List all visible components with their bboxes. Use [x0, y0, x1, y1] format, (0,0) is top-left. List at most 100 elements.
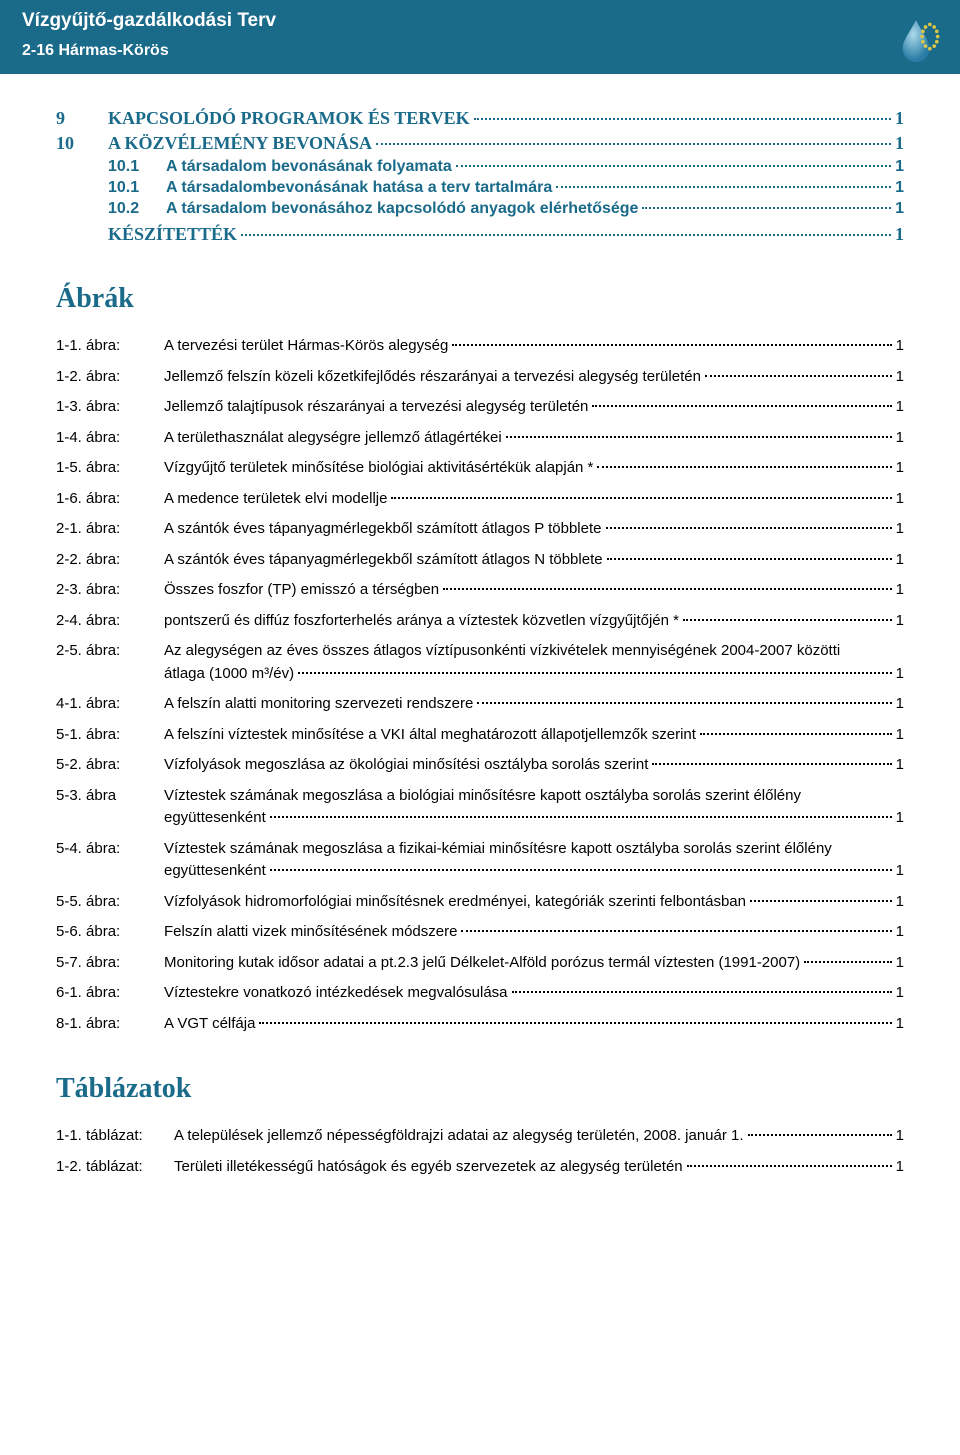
- toc-leader: [391, 497, 891, 499]
- figure-entry[interactable]: 2-4. ábra:pontszerű és diffúz foszforter…: [56, 610, 904, 633]
- figure-entry[interactable]: 2-2. ábra:A szántók éves tápanyagmérlege…: [56, 549, 904, 572]
- toc-h2-number: 10.1: [108, 158, 166, 176]
- page-body: 9KAPCSOLÓDÓ PROGRAMOK ÉS TERVEK110A KÖZV…: [0, 74, 960, 1226]
- figure-page: 1: [896, 807, 904, 830]
- toc-leader: [687, 1165, 892, 1167]
- figure-entry[interactable]: 5-1. ábra:A felszíni víztestek minősítés…: [56, 724, 904, 747]
- tables-heading: Táblázatok: [56, 1073, 904, 1105]
- figure-entry[interactable]: 5-7. ábra:Monitoring kutak idősor adatai…: [56, 952, 904, 975]
- figure-body: A szántók éves tápanyagmérlegekből számí…: [164, 518, 904, 541]
- figure-title: Jellemző felszín közeli kőzetkifejlődés …: [164, 366, 701, 389]
- toc-leader: [461, 930, 891, 932]
- toc-leader: [804, 961, 891, 963]
- toc-leader: [376, 143, 891, 145]
- toc-page-number: 1: [895, 224, 904, 245]
- figure-body: Vízfolyások megoszlása az ökológiai minő…: [164, 754, 904, 777]
- figure-body: Vízgyűjtő területek minősítése biológiai…: [164, 457, 904, 480]
- figure-entry[interactable]: 1-2. ábra:Jellemző felszín közeli kőzetk…: [56, 366, 904, 389]
- figure-entry[interactable]: 2-1. ábra:A szántók éves tápanyagmérlege…: [56, 518, 904, 541]
- figure-page: 1: [896, 396, 904, 419]
- figure-entry[interactable]: 1-5. ábra:Vízgyűjtő területek minősítése…: [56, 457, 904, 480]
- figure-body: A VGT célfája 1: [164, 1013, 904, 1036]
- figure-entry[interactable]: 2-3. ábra:Összes foszfor (TP) emisszó a …: [56, 579, 904, 602]
- toc-h2-row[interactable]: 10.1A társadalom bevonásának folyamata1: [108, 158, 904, 176]
- figure-body: Jellemző felszín közeli kőzetkifejlődés …: [164, 366, 904, 389]
- toc-h2-row[interactable]: 10.1A társadalombevonásának hatása a ter…: [108, 179, 904, 197]
- doc-subtitle: 2-16 Hármas-Körös: [22, 42, 938, 60]
- toc-h2-row[interactable]: 10.2A társadalom bevonásához kapcsolódó …: [108, 200, 904, 218]
- figure-page: 1: [896, 335, 904, 358]
- toc-h2-title: A társadalom bevonásához kapcsolódó anya…: [166, 200, 638, 218]
- figure-body: A felszín alatti monitoring szervezeti r…: [164, 693, 904, 716]
- figure-title: A VGT célfája: [164, 1013, 255, 1036]
- toc-page-number: 1: [895, 133, 904, 154]
- toc-leader: [270, 816, 892, 818]
- figure-title: Felszín alatti vizek minősítésének módsz…: [164, 921, 457, 944]
- figure-entry[interactable]: 5-3. ábraVíztestek számának megoszlása a…: [56, 785, 904, 830]
- figure-body: Az alegységen az éves összes átlagos víz…: [164, 640, 904, 685]
- figure-body: Jellemző talajtípusok részarányai a terv…: [164, 396, 904, 419]
- figure-body: A szántók éves tápanyagmérlegekből számí…: [164, 549, 904, 572]
- figure-entry[interactable]: 5-4. ábra:Víztestek számának megoszlása …: [56, 838, 904, 883]
- figure-entry[interactable]: 1-1. ábra:A tervezési terület Hármas-Kör…: [56, 335, 904, 358]
- figure-label: 2-2. ábra:: [56, 549, 164, 572]
- figure-page: 1: [896, 579, 904, 602]
- figure-page: 1: [896, 610, 904, 633]
- figure-page: 1: [896, 982, 904, 1005]
- toc-h1-row[interactable]: 10A KÖZVÉLEMÉNY BEVONÁSA1: [56, 133, 904, 154]
- figure-entry[interactable]: 5-2. ábra:Vízfolyások megoszlása az ökol…: [56, 754, 904, 777]
- figure-label: 5-7. ábra:: [56, 952, 164, 975]
- figure-title: A felszíni víztestek minősítése a VKI ál…: [164, 724, 696, 747]
- figure-page: 1: [896, 860, 904, 883]
- figure-label: 1-5. ábra:: [56, 457, 164, 480]
- toc-h1-title: KAPCSOLÓDÓ PROGRAMOK ÉS TERVEK: [108, 108, 470, 129]
- toc-h1-title: KÉSZÍTETTÉK: [108, 224, 237, 245]
- eu-water-drop-icon: [890, 14, 942, 66]
- figure-entry[interactable]: 8-1. ábra:A VGT célfája 1: [56, 1013, 904, 1036]
- toc-leader: [477, 702, 891, 704]
- figure-body: Víztestek számának megoszlása a fizikai-…: [164, 838, 904, 883]
- table-entry[interactable]: 1-1. táblázat:A települések jellemző nép…: [56, 1125, 904, 1148]
- figures-list: 1-1. ábra:A tervezési terület Hármas-Kör…: [56, 335, 904, 1035]
- figure-body: Összes foszfor (TP) emisszó a térségben …: [164, 579, 904, 602]
- toc-h1-row[interactable]: KÉSZÍTETTÉK 1: [56, 224, 904, 245]
- toc-leader: [705, 375, 892, 377]
- table-label: 1-1. táblázat:: [56, 1125, 174, 1148]
- figure-title: A területhasználat alegységre jellemző á…: [164, 427, 502, 450]
- toc-h1-number: 10: [56, 133, 108, 154]
- figure-entry[interactable]: 1-3. ábra:Jellemző talajtípusok részarán…: [56, 396, 904, 419]
- figure-entry[interactable]: 6-1. ábra:Víztestekre vonatkozó intézked…: [56, 982, 904, 1005]
- figure-label: 1-4. ábra:: [56, 427, 164, 450]
- figure-entry[interactable]: 5-5. ábra:Vízfolyások hidromorfológiai m…: [56, 891, 904, 914]
- toc-h1-row[interactable]: 9KAPCSOLÓDÓ PROGRAMOK ÉS TERVEK1: [56, 108, 904, 129]
- figure-entry[interactable]: 1-4. ábra:A területhasználat alegységre …: [56, 427, 904, 450]
- toc-leader: [456, 165, 891, 167]
- table-page: 1: [896, 1156, 904, 1179]
- figure-title: Víztestekre vonatkozó intézkedések megva…: [164, 982, 508, 1005]
- toc-page-number: 1: [895, 200, 904, 218]
- toc-h1-number: 9: [56, 108, 108, 129]
- figure-page: 1: [896, 366, 904, 389]
- figure-label: 2-1. ábra:: [56, 518, 164, 541]
- figure-label: 5-5. ábra:: [56, 891, 164, 914]
- toc-leader: [298, 672, 892, 674]
- toc-leader: [556, 186, 891, 188]
- figure-title: A felszín alatti monitoring szervezeti r…: [164, 693, 473, 716]
- figure-label: 1-2. ábra:: [56, 366, 164, 389]
- figure-title: A szántók éves tápanyagmérlegekből számí…: [164, 518, 602, 541]
- figure-body: Víztestek számának megoszlása a biológia…: [164, 785, 904, 830]
- table-entry[interactable]: 1-2. táblázat:Területi illetékességű hat…: [56, 1156, 904, 1179]
- toc-leader: [512, 991, 892, 993]
- figure-body: Felszín alatti vizek minősítésének módsz…: [164, 921, 904, 944]
- toc-main: 9KAPCSOLÓDÓ PROGRAMOK ÉS TERVEK110A KÖZV…: [56, 108, 904, 245]
- toc-leader: [642, 207, 891, 209]
- figure-page: 1: [896, 549, 904, 572]
- toc-leader: [452, 344, 891, 346]
- figure-page: 1: [896, 457, 904, 480]
- figure-entry[interactable]: 4-1. ábra:A felszín alatti monitoring sz…: [56, 693, 904, 716]
- figure-entry[interactable]: 1-6. ábra:A medence területek elvi model…: [56, 488, 904, 511]
- figure-entry[interactable]: 5-6. ábra:Felszín alatti vizek minősítés…: [56, 921, 904, 944]
- toc-leader: [683, 619, 892, 621]
- figure-entry[interactable]: 2-5. ábra:Az alegységen az éves összes á…: [56, 640, 904, 685]
- toc-h2-number: 10.1: [108, 179, 166, 197]
